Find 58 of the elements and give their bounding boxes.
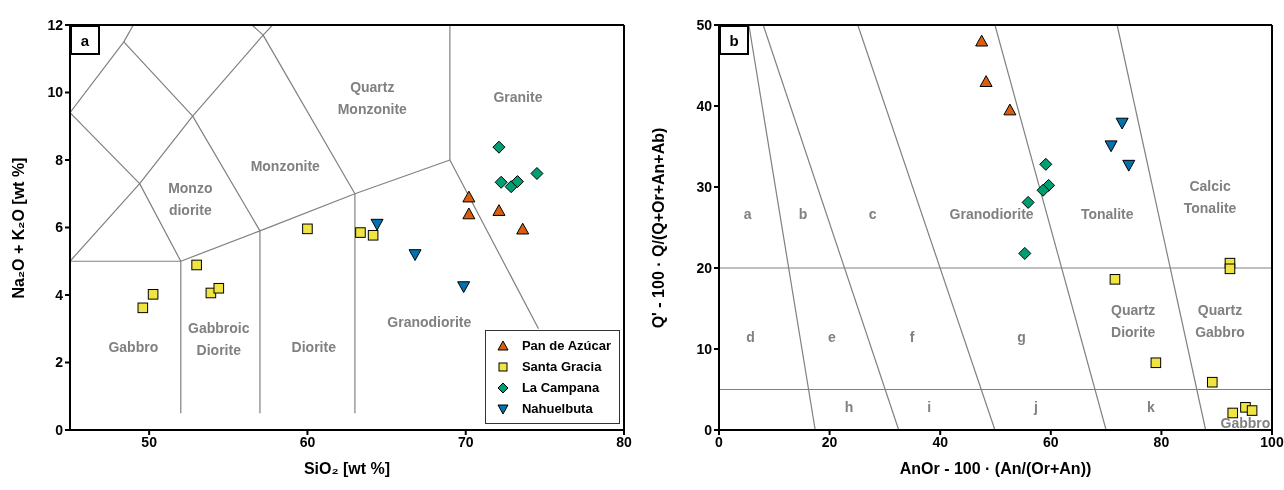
annotation: Gabbro	[1220, 414, 1271, 431]
chart-title: a	[70, 25, 100, 55]
annotation: Quartz Diorite	[1111, 301, 1156, 340]
y-tick-label: 50	[696, 16, 713, 33]
annotation: i	[927, 399, 932, 416]
annotation: Granodiorite	[949, 205, 1034, 222]
annotation: c	[868, 205, 877, 222]
y-tick-label: 4	[55, 286, 64, 303]
legend-label: La Campana	[521, 380, 600, 395]
x-tick-label: 60	[299, 433, 316, 450]
legend-label: Nahuelbuta	[521, 401, 593, 416]
x-tick-label: 80	[616, 433, 632, 450]
annotation: Gabbro	[108, 338, 159, 355]
annotation: b	[798, 205, 808, 222]
y-tick-label: 40	[696, 97, 713, 114]
x-tick-label: 50	[141, 433, 158, 450]
x-tick-label: 60	[1043, 433, 1059, 450]
annotation: a	[743, 205, 752, 222]
x-tick-label: 80	[1153, 433, 1170, 450]
y-tick-label: 0	[704, 421, 713, 438]
x-axis-title: AnOr - 100 · (An/(Or+An))	[898, 460, 1093, 478]
y-tick-label: 8	[55, 151, 64, 168]
y-tick-label: 6	[55, 219, 64, 236]
y-tick-label: 10	[47, 84, 64, 101]
annotation: Granodiorite	[387, 314, 472, 330]
annotation: d	[746, 328, 755, 345]
annotation: j	[1032, 399, 1038, 416]
annotation: k	[1146, 399, 1155, 416]
annotation: Monzonite	[250, 157, 321, 174]
legend-label: Santa Gracia	[521, 359, 602, 374]
y-tick-label: 12	[47, 16, 64, 33]
annotation: Granite	[493, 88, 543, 105]
chart-title: b	[719, 25, 749, 55]
x-tick-label: 100	[1260, 433, 1284, 450]
x-tick-label: 40	[932, 433, 949, 450]
y-tick-label: 0	[55, 421, 64, 438]
y-tick-label: 2	[55, 354, 64, 371]
y-axis-title: Q' - 100 · Q/(Q+Or+An+Ab)	[650, 127, 668, 328]
x-tick-label: 70	[457, 433, 474, 450]
y-axis-title: Na₂O + K₂O [wt %]	[10, 157, 28, 298]
x-axis-title: SiO₂ [wt %]	[302, 460, 392, 478]
legend-label: Pan de Azúcar	[521, 338, 611, 353]
annotation: Diorite	[291, 338, 337, 355]
y-tick-label: 30	[696, 178, 713, 195]
y-tick-label: 10	[696, 340, 713, 357]
annotation: Quartz Gabbro	[1195, 301, 1245, 340]
annotation: e	[827, 328, 836, 345]
y-tick-label: 20	[696, 259, 713, 276]
annotation: Monzo diorite	[168, 179, 213, 218]
annotation: Calcic Tonalite	[1183, 177, 1237, 216]
x-tick-label: 0	[715, 433, 724, 450]
x-tick-label: 20	[821, 433, 838, 450]
annotation: Quartz Monzonite	[337, 78, 408, 117]
annotation: Gabbroic Diorite	[188, 319, 250, 358]
annotation: f	[909, 328, 915, 345]
annotation: h	[844, 399, 854, 416]
annotation: Tonalite	[1080, 205, 1134, 222]
annotation: g	[1017, 328, 1026, 345]
